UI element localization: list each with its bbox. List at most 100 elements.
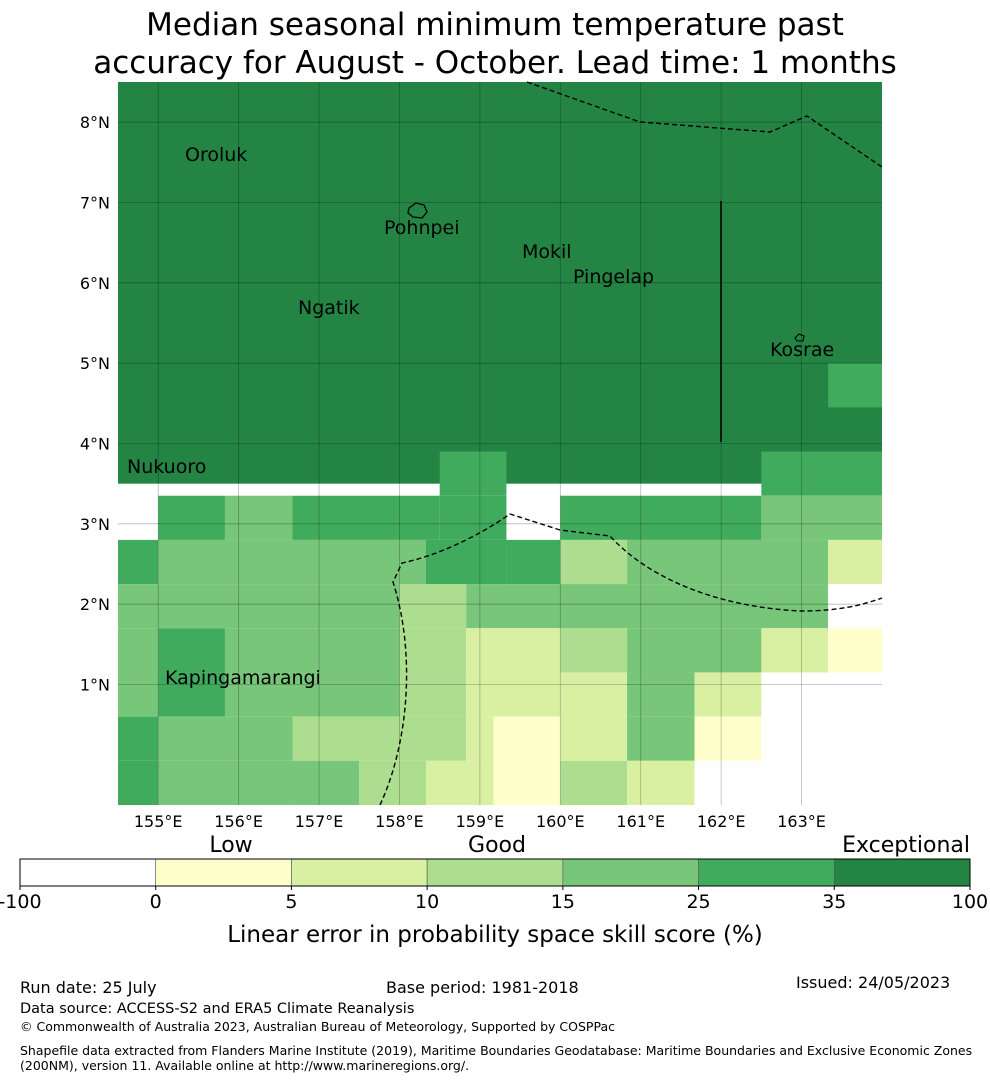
shapefile-credit-2: (200NM), version 11. Available online at… [20, 1058, 470, 1073]
grid-cell [627, 716, 695, 761]
copyright: © Commonwealth of Australia 2023, Austra… [20, 1019, 615, 1034]
lat-tick-label: 5°N [80, 354, 110, 373]
pohnpei-island [407, 202, 428, 219]
grid-cell [560, 716, 628, 761]
grid-cell [118, 628, 159, 673]
grid-cell [761, 716, 882, 761]
grid-cell [426, 760, 494, 805]
grid-cell [627, 539, 829, 585]
skill-map: 155°E 156°E 157°E 158°E 159°E 160°E 161°E 162°E… [0, 81, 988, 948]
colorbar-category-label: Exceptional [842, 833, 970, 858]
grid-cell [560, 628, 628, 673]
eez-boundary-south [379, 513, 883, 806]
grid-cell [118, 716, 159, 761]
title-line-2: accuracy for August - October. Lead time… [93, 45, 897, 81]
grid-cell [439, 451, 507, 496]
grid-cell [224, 628, 400, 673]
colorbar-category-label: Good [468, 833, 526, 858]
colorbar-tick-label: 10 [415, 891, 439, 913]
lon-tick-label: 155°E [134, 812, 183, 831]
place-label: Mokil [522, 241, 572, 263]
grid-cell [761, 451, 882, 496]
place-label: Pohnpei [384, 217, 460, 239]
lon-tick-label: 162°E [697, 812, 746, 831]
run-date: Run date: 25 July [20, 978, 157, 997]
grid-cell [560, 495, 762, 540]
grid-cell [560, 760, 628, 805]
lat-tick-label: 2°N [80, 595, 110, 614]
grid-cell [118, 760, 159, 805]
graticule [118, 82, 882, 805]
colorbar-category-label: Low [209, 833, 252, 858]
grid-cell [158, 495, 225, 540]
grid-cell [466, 672, 561, 717]
place-label: Oroluk [185, 144, 247, 166]
grid-cell [292, 495, 440, 540]
colorbar-swatch [155, 858, 292, 887]
colorbar-swatch [426, 858, 564, 887]
grid-cell [439, 495, 507, 540]
grid-cell [466, 716, 494, 761]
grid-cell [399, 672, 467, 717]
colorbar-tick-label: 0 [150, 891, 162, 913]
colorbar-swatch [291, 858, 428, 887]
lat-tick-label: 1°N [80, 676, 110, 695]
lat-tick-label: 4°N [80, 435, 110, 454]
grid-cell [493, 716, 561, 761]
data-source: Data source: ACCESS-S2 and ERA5 Climate … [20, 1001, 415, 1017]
colorbar-swatch [19, 858, 157, 887]
colorbar: -100 0 5 10 15 25 35 100 Low Good Exceptional Linea… [0, 833, 988, 948]
lat-tick-label: 7°N [80, 194, 110, 213]
grid-cell [158, 760, 293, 805]
grid-cell [694, 672, 762, 717]
place-label: Nukuoro [127, 456, 206, 478]
grid-cell [118, 584, 400, 629]
grid-cell [761, 495, 882, 540]
colorbar-swatch [562, 858, 699, 887]
lat-tick-label: 6°N [80, 274, 110, 293]
colorbar-frame [19, 858, 971, 887]
place-label: Ngatik [298, 297, 360, 319]
lon-tick-label: 161°E [616, 812, 665, 831]
grid-cell [828, 628, 882, 673]
grid-cell [627, 672, 695, 717]
colorbar-tick-label: 35 [822, 891, 846, 913]
eez-boundary-north [526, 81, 883, 168]
grid-cell [359, 760, 427, 805]
chart-title: Median seasonal minimum temperature past… [0, 6, 990, 82]
grid-cell [761, 628, 829, 673]
grid-cell [224, 672, 400, 717]
colorbar-tick-label: 100 [952, 891, 988, 913]
grid-cell [292, 716, 400, 761]
grid-cell [560, 539, 628, 585]
grid-cell [560, 672, 628, 717]
colorbar-axis-label: Linear error in probability space skill … [227, 922, 763, 948]
grid-cell [466, 584, 829, 629]
grid-cell [292, 760, 360, 805]
lon-tick-label: 160°E [536, 812, 585, 831]
colorbar-tick-label: -100 [0, 891, 42, 913]
grid-cell [761, 672, 882, 717]
grid-cell [828, 539, 882, 585]
grid-cell [118, 672, 159, 717]
grid-cell [627, 760, 695, 805]
grid-cell [158, 628, 225, 673]
grid-cell [506, 539, 561, 585]
map-axes: 155°E 156°E 157°E 158°E 159°E 160°E 161°E 162°E… [80, 113, 826, 831]
place-label: Kapingamarangi [165, 667, 321, 689]
lat-tick-label: 8°N [80, 113, 110, 132]
grid-cell [828, 584, 882, 629]
grid-cell [426, 539, 507, 585]
colorbar-tick-label: 15 [551, 891, 575, 913]
title-line-1: Median seasonal minimum temperature past [146, 7, 844, 43]
colorbar-tick-label: 5 [285, 891, 297, 913]
grid-cell [399, 584, 467, 629]
colorbar-swatch [698, 858, 835, 887]
grid-cell [118, 82, 882, 484]
grid-cell [118, 539, 159, 585]
place-label: Pingelap [573, 266, 654, 288]
colorbar-swatch [833, 858, 971, 887]
grid-cell [694, 760, 882, 805]
lon-tick-label: 156°E [214, 812, 263, 831]
